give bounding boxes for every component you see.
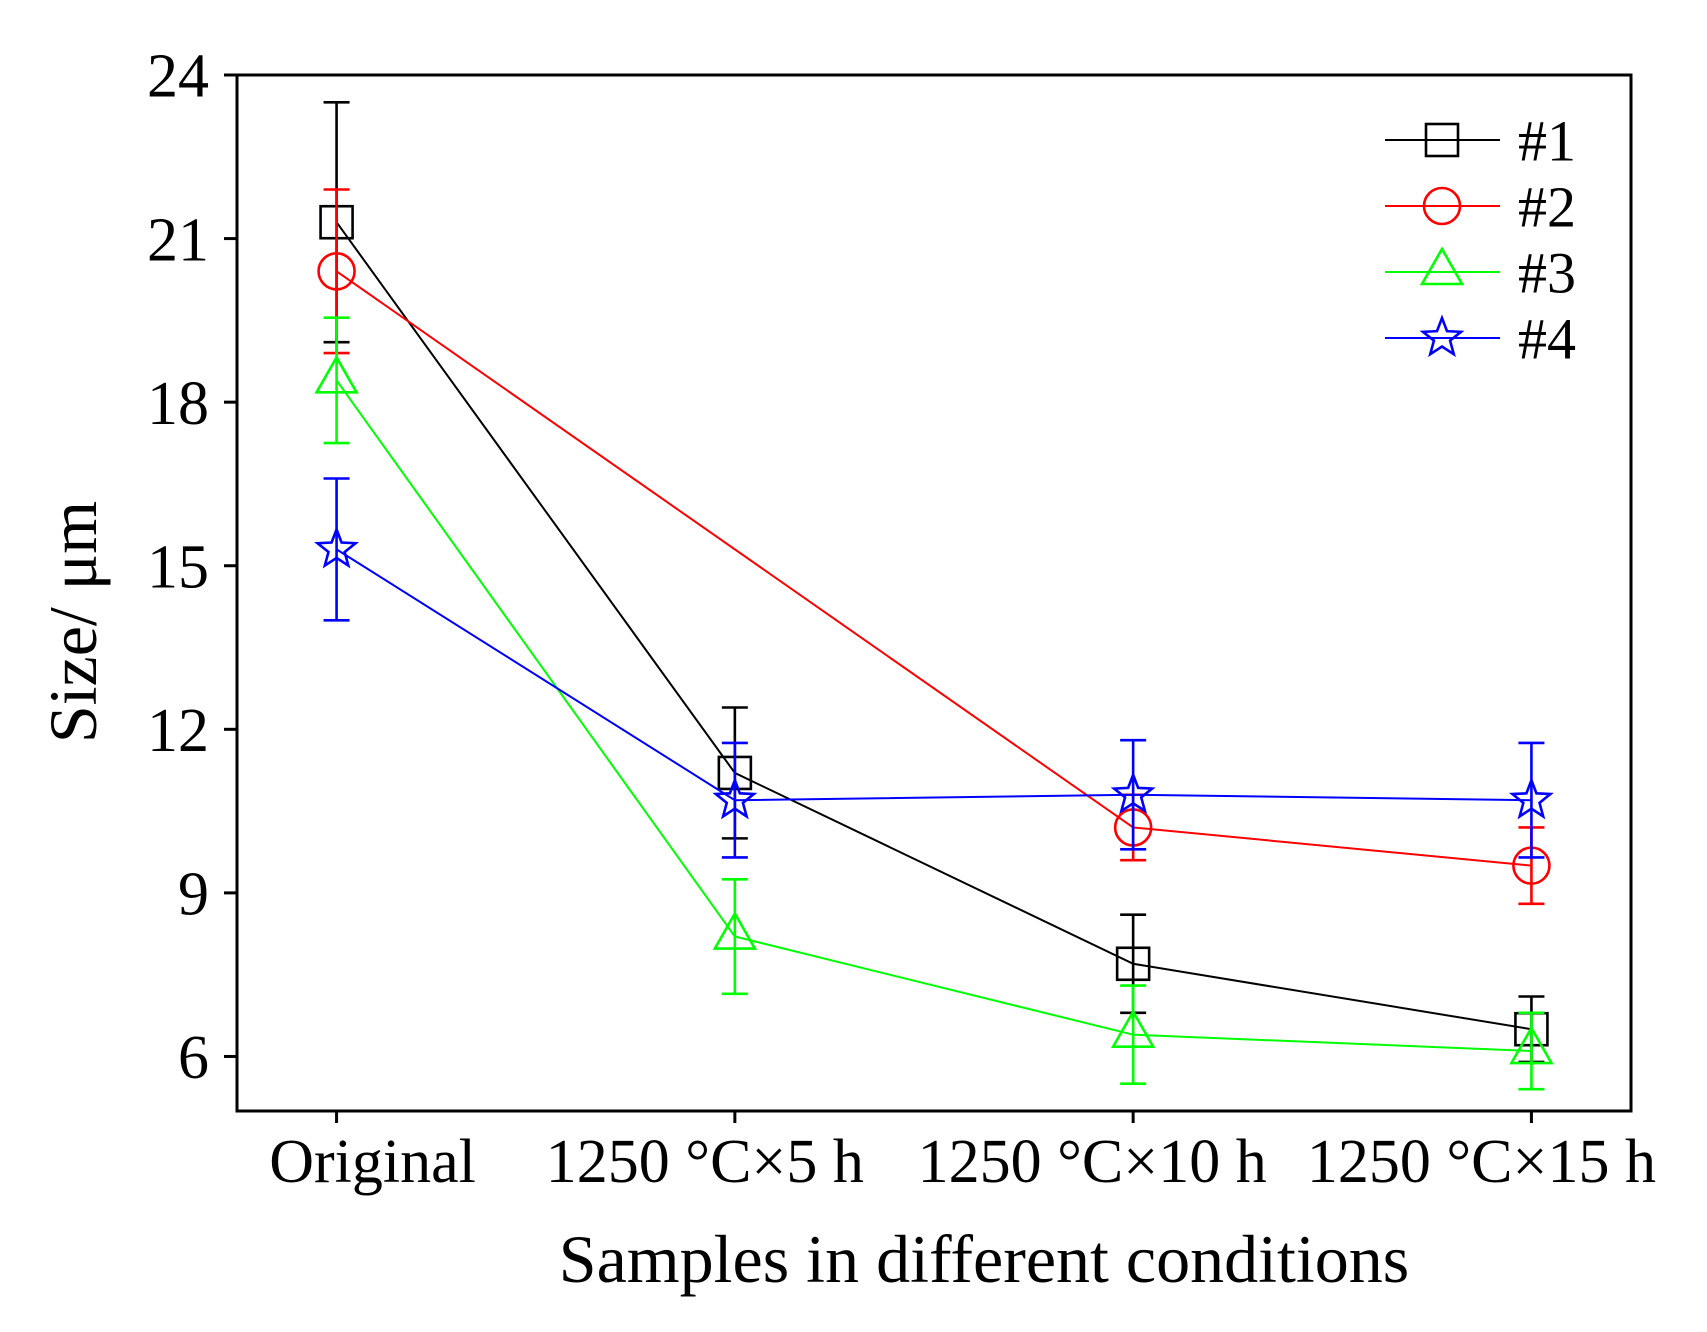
x-axis-title: Samples in different conditions <box>559 1221 1410 1297</box>
error-bar <box>1120 984 1147 1086</box>
legend-marker-circle <box>1422 186 1462 226</box>
error-bar <box>721 741 748 859</box>
legend-label: #1 <box>1518 108 1576 173</box>
error-bar <box>323 316 350 445</box>
legend: #1#2#3#4 <box>1385 108 1576 371</box>
data-point-star <box>1110 771 1156 814</box>
data-point-triangle <box>314 354 359 394</box>
y-axis-title: Size/ μm <box>35 501 111 743</box>
legend-marker-star <box>1419 314 1465 358</box>
y-tick-label: 18 <box>147 370 209 438</box>
data-point-triangle <box>1509 1025 1554 1065</box>
series-line <box>335 379 1532 1053</box>
data-point-triangle <box>1110 1009 1156 1048</box>
error-bar <box>323 477 350 622</box>
error-bar <box>1120 738 1147 851</box>
y-tick-label: 24 <box>147 43 209 111</box>
legend-item: #1 <box>1385 108 1576 173</box>
x-tick-label: Original <box>269 1128 476 1196</box>
x-tick-label: 1250 °C×10 h <box>918 1128 1267 1196</box>
data-point-triangle <box>712 910 758 950</box>
legend-label: #3 <box>1518 240 1576 305</box>
series-layer <box>314 100 1554 1091</box>
legend-item: #3 <box>1385 240 1576 305</box>
y-tick-label: 6 <box>178 1024 209 1092</box>
data-point-square <box>1115 946 1151 982</box>
series-4 <box>314 477 1554 859</box>
legend-item: #4 <box>1385 306 1576 371</box>
data-point-star <box>1508 776 1554 820</box>
data-point-circle <box>317 251 356 291</box>
legend-marker-triangle <box>1419 246 1465 286</box>
legend-marker-square <box>1424 122 1460 158</box>
y-tick-label: 21 <box>147 206 209 274</box>
plot-frame <box>235 73 1633 1113</box>
y-tick-label: 9 <box>178 861 209 929</box>
series-3 <box>314 316 1554 1091</box>
legend-label: #2 <box>1518 174 1576 239</box>
y-tick-label: 15 <box>147 533 209 601</box>
legend-label: #4 <box>1518 306 1576 371</box>
series-line <box>336 548 1532 802</box>
legend-item: #2 <box>1385 174 1576 239</box>
y-tick-label: 12 <box>147 697 209 765</box>
error-bar <box>721 877 748 996</box>
series-line <box>335 221 1532 1031</box>
axis-layer: 6 9 12 15 18 21 24 Original 1250 °C×5 h 1250 °C×1… <box>147 43 1656 1196</box>
x-tick-label: 1250 °C×15 h <box>1307 1128 1656 1196</box>
data-point-star <box>712 776 758 820</box>
x-tick-label: 1250 °C×5 h <box>546 1128 864 1196</box>
data-point-star <box>314 525 360 569</box>
error-bar <box>1518 741 1545 859</box>
